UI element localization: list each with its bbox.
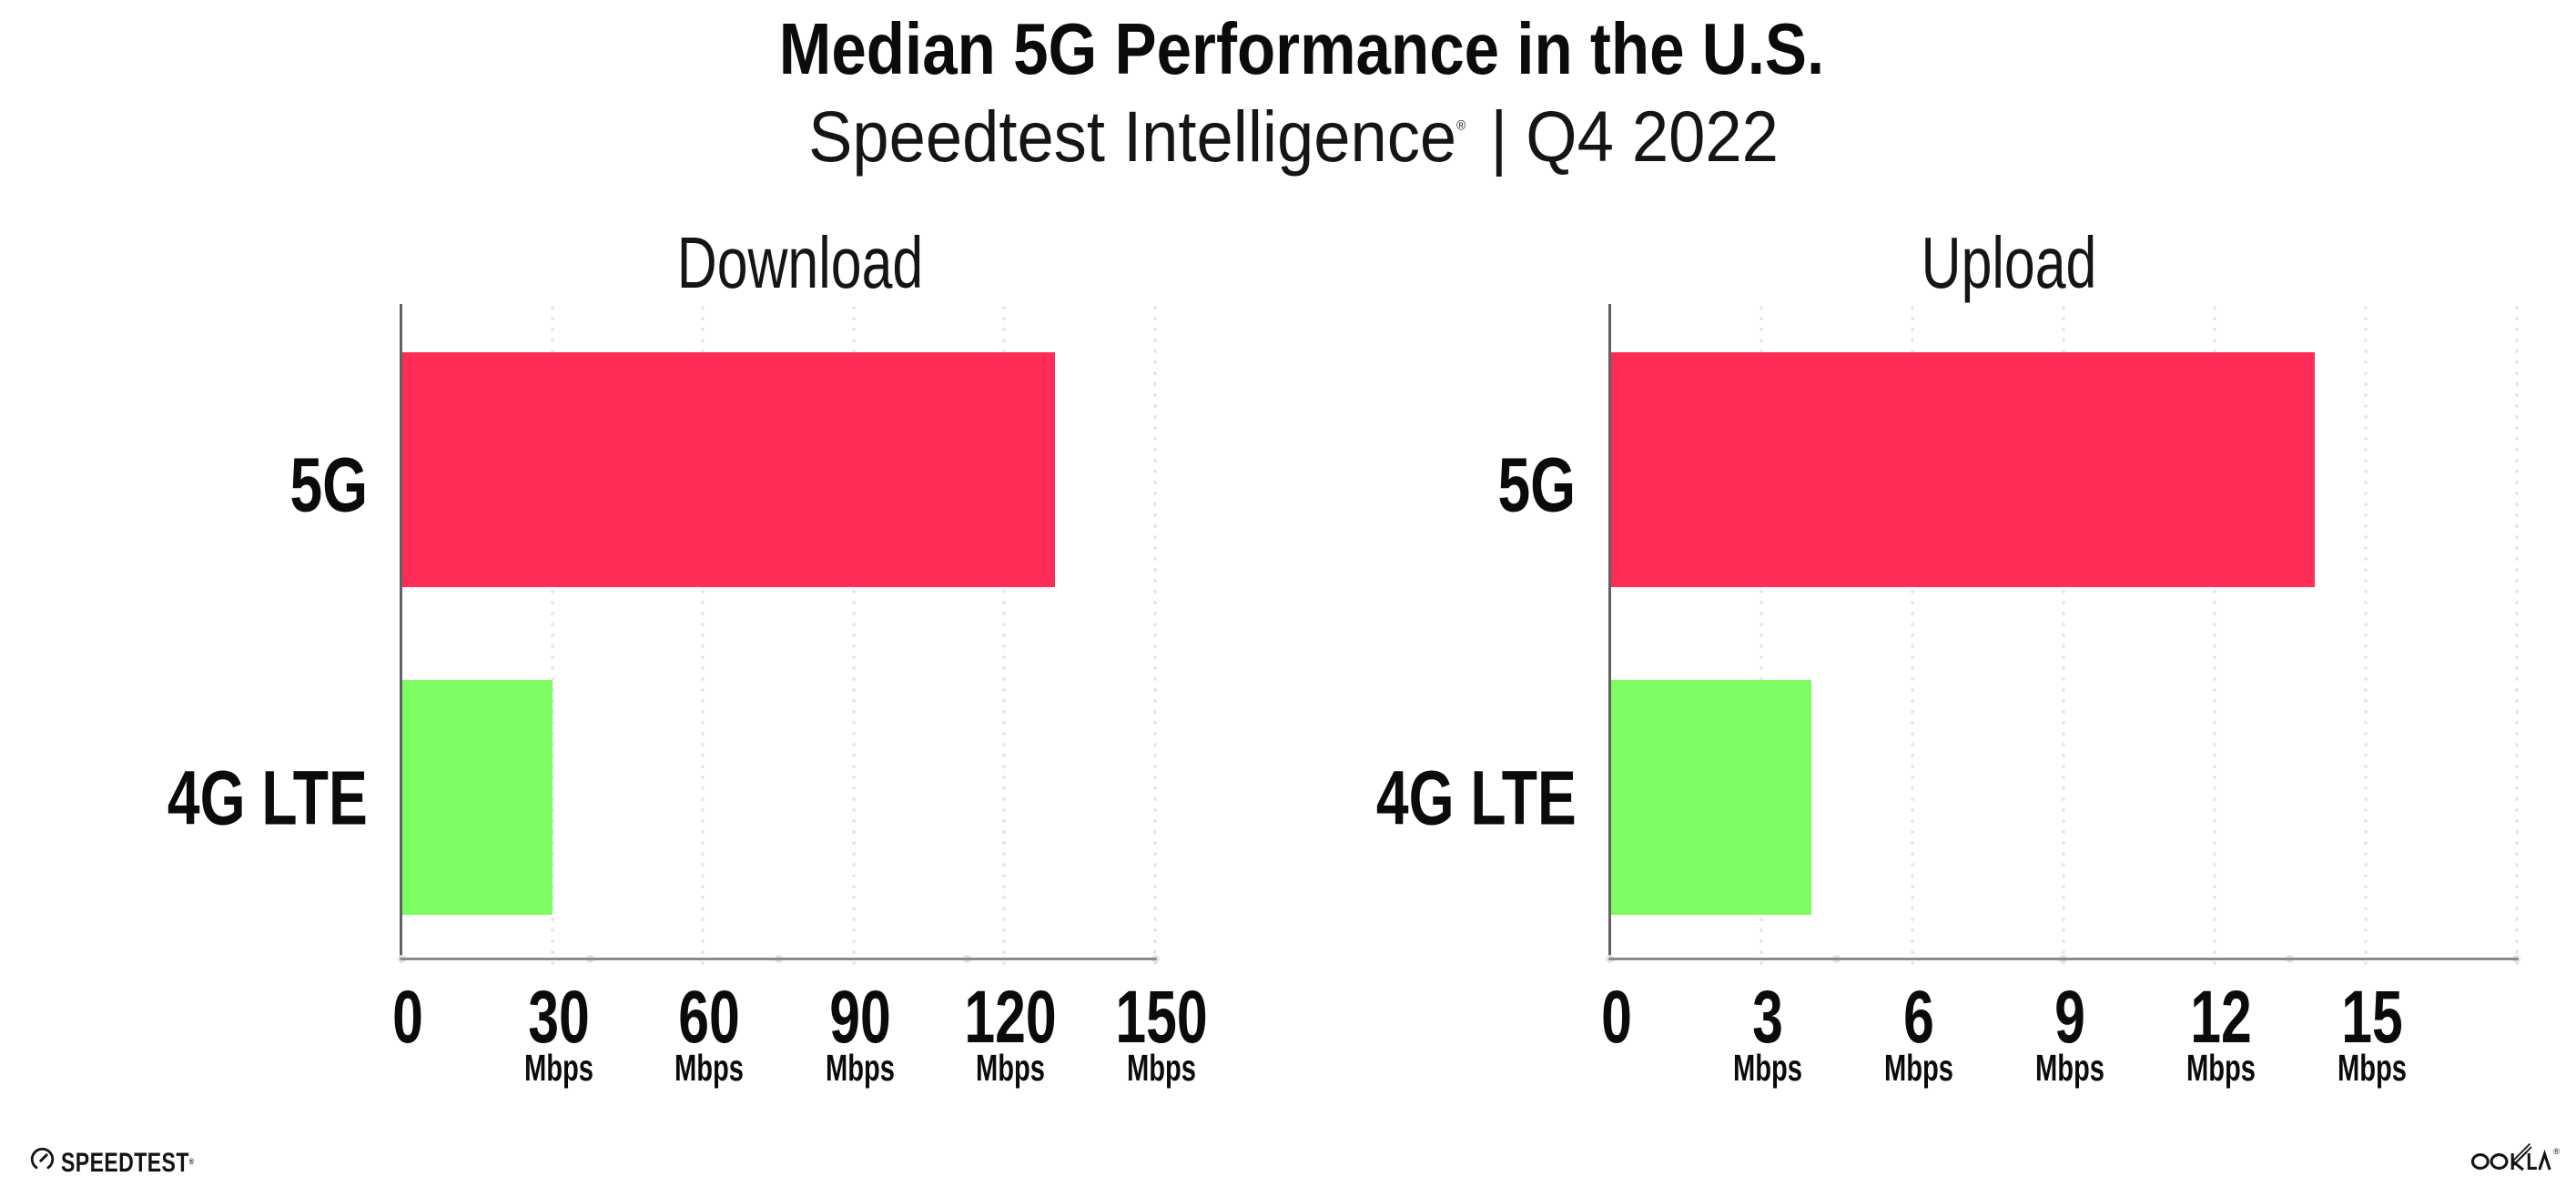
- category-label-text-download-4g-lte: 4G LTE: [167, 755, 368, 841]
- speedtest-gauge-icon: [30, 1147, 55, 1170]
- category-label-upload-4g-lte: 4G LTE: [1314, 760, 1577, 873]
- tick-label-download-30: 30: [528, 980, 642, 1055]
- subtitle-separator-bar: |: [1490, 96, 1508, 177]
- tick-label-upload-0: 0: [1601, 980, 1658, 1055]
- tick-unit-text-download-60: Mbps: [674, 1047, 745, 1089]
- tick-label-text-upload-6: 6: [1902, 976, 1934, 1059]
- tick-unit-text-upload-15: Mbps: [2337, 1047, 2407, 1089]
- tick-unit-download-90: Mbps: [826, 1050, 958, 1087]
- category-label-text-upload-5g: 5G: [1497, 441, 1577, 528]
- tick-label-text-download-60: 60: [678, 976, 740, 1059]
- tick-label-text-upload-12: 12: [2189, 976, 2252, 1059]
- tick-unit-upload-3: Mbps: [1733, 1050, 1865, 1087]
- bar-download-4g-lte: [401, 680, 553, 915]
- facet-title-upload: Upload: [1922, 227, 2240, 299]
- category-label-upload-5g: 5G: [1474, 447, 1577, 560]
- facet-title-download: Download: [677, 227, 1124, 299]
- tick-label-text-download-0: 0: [392, 976, 423, 1059]
- tick-label-text-download-90: 90: [829, 976, 891, 1059]
- tick-label-upload-3: 3: [1752, 980, 1810, 1055]
- tick-unit-upload-6: Mbps: [1884, 1050, 2016, 1087]
- tick-label-download-0: 0: [392, 980, 450, 1055]
- ookla-registered-icon: ®: [2553, 1147, 2560, 1157]
- facet-title-text-upload: Upload: [1921, 222, 2097, 303]
- tick-label-text-upload-9: 9: [2054, 976, 2085, 1059]
- page-subtitle: Speedtest Intelligence® | Q4 2022: [808, 100, 2353, 172]
- tick-unit-text-download-120: Mbps: [976, 1047, 1046, 1089]
- gridline-upload-6: [1910, 304, 1914, 967]
- gridline-download-150: [1153, 304, 1157, 967]
- gridline-upload-9: [2061, 304, 2065, 967]
- tick-unit-download-150: Mbps: [1127, 1050, 1259, 1087]
- tick-label-text-upload-15: 15: [2340, 976, 2403, 1059]
- tick-unit-download-60: Mbps: [674, 1050, 806, 1087]
- gridline-upload-3: [1759, 304, 1763, 967]
- tick-unit-text-download-150: Mbps: [1126, 1047, 1197, 1089]
- gridline-download-60: [701, 304, 705, 967]
- tick-unit-text-upload-3: Mbps: [1732, 1047, 1802, 1089]
- registered-trademark-icon: ®: [1456, 117, 1467, 134]
- speedtest-logo-text: SPEEDTEST: [61, 1148, 189, 1178]
- y-axis-upload: [1607, 304, 1611, 960]
- bar-upload-4g-lte: [1609, 680, 1811, 915]
- speedtest-logo: SPEEDTEST®: [30, 1147, 234, 1177]
- tick-unit-text-upload-9: Mbps: [2034, 1047, 2104, 1089]
- bar-upload-5g: [1609, 352, 2316, 587]
- subtitle-product: Speedtest Intelligence: [808, 96, 1457, 177]
- tick-label-text-download-150: 150: [1115, 976, 1208, 1059]
- tick-label-upload-12: 12: [2190, 980, 2304, 1055]
- gridline-download-90: [851, 304, 856, 967]
- bar-download-5g: [401, 352, 1055, 587]
- tick-unit-upload-15: Mbps: [2338, 1050, 2470, 1087]
- tick-unit-text-upload-12: Mbps: [2186, 1047, 2256, 1089]
- subtitle-period: Q4 2022: [1526, 96, 1779, 177]
- tick-unit-text-upload-6: Mbps: [1883, 1047, 1953, 1089]
- tick-unit-text-download-90: Mbps: [825, 1047, 895, 1089]
- category-label-text-upload-4g-lte: 4G LTE: [1375, 755, 1577, 841]
- page-title: Median 5G Performance in the U.S.: [778, 8, 1825, 89]
- tick-label-text-download-30: 30: [527, 976, 590, 1059]
- tick-label-upload-15: 15: [2341, 980, 2455, 1055]
- x-axis-upload: [1607, 958, 2519, 960]
- tick-label-upload-6: 6: [1903, 980, 1961, 1055]
- category-label-text-download-5g: 5G: [289, 441, 368, 528]
- tick-label-upload-9: 9: [2054, 980, 2112, 1055]
- facet-title-text-download: Download: [676, 222, 924, 303]
- tick-unit-upload-9: Mbps: [2035, 1050, 2167, 1087]
- y-axis-download: [400, 304, 402, 960]
- category-label-download-5g: 5G: [266, 447, 368, 560]
- gridline-upload-18: [2514, 304, 2519, 967]
- gridline-upload-15: [2363, 304, 2368, 967]
- tick-label-download-60: 60: [678, 980, 792, 1055]
- tick-label-download-90: 90: [829, 980, 943, 1055]
- tick-label-download-120: 120: [965, 980, 1135, 1055]
- tick-label-text-upload-3: 3: [1751, 976, 1783, 1059]
- ookla-logo: ®: [2469, 1137, 2563, 1178]
- ookla-logotype-icon: ®: [2470, 1142, 2560, 1172]
- gridline-upload-12: [2212, 304, 2216, 967]
- tick-unit-download-120: Mbps: [976, 1050, 1108, 1087]
- tick-label-download-150: 150: [1115, 980, 1286, 1055]
- tick-unit-text-download-30: Mbps: [523, 1047, 593, 1089]
- gridline-download-30: [550, 304, 554, 967]
- tick-label-text-upload-0: 0: [1600, 976, 1632, 1059]
- tick-label-text-download-120: 120: [964, 976, 1058, 1059]
- x-axis-download: [400, 958, 1157, 960]
- tick-unit-upload-12: Mbps: [2186, 1050, 2318, 1087]
- speedtest-registered-icon: ®: [188, 1157, 194, 1167]
- gridline-download-120: [1002, 304, 1007, 967]
- tick-unit-download-30: Mbps: [524, 1050, 656, 1087]
- category-label-download-4g-lte: 4G LTE: [106, 760, 368, 873]
